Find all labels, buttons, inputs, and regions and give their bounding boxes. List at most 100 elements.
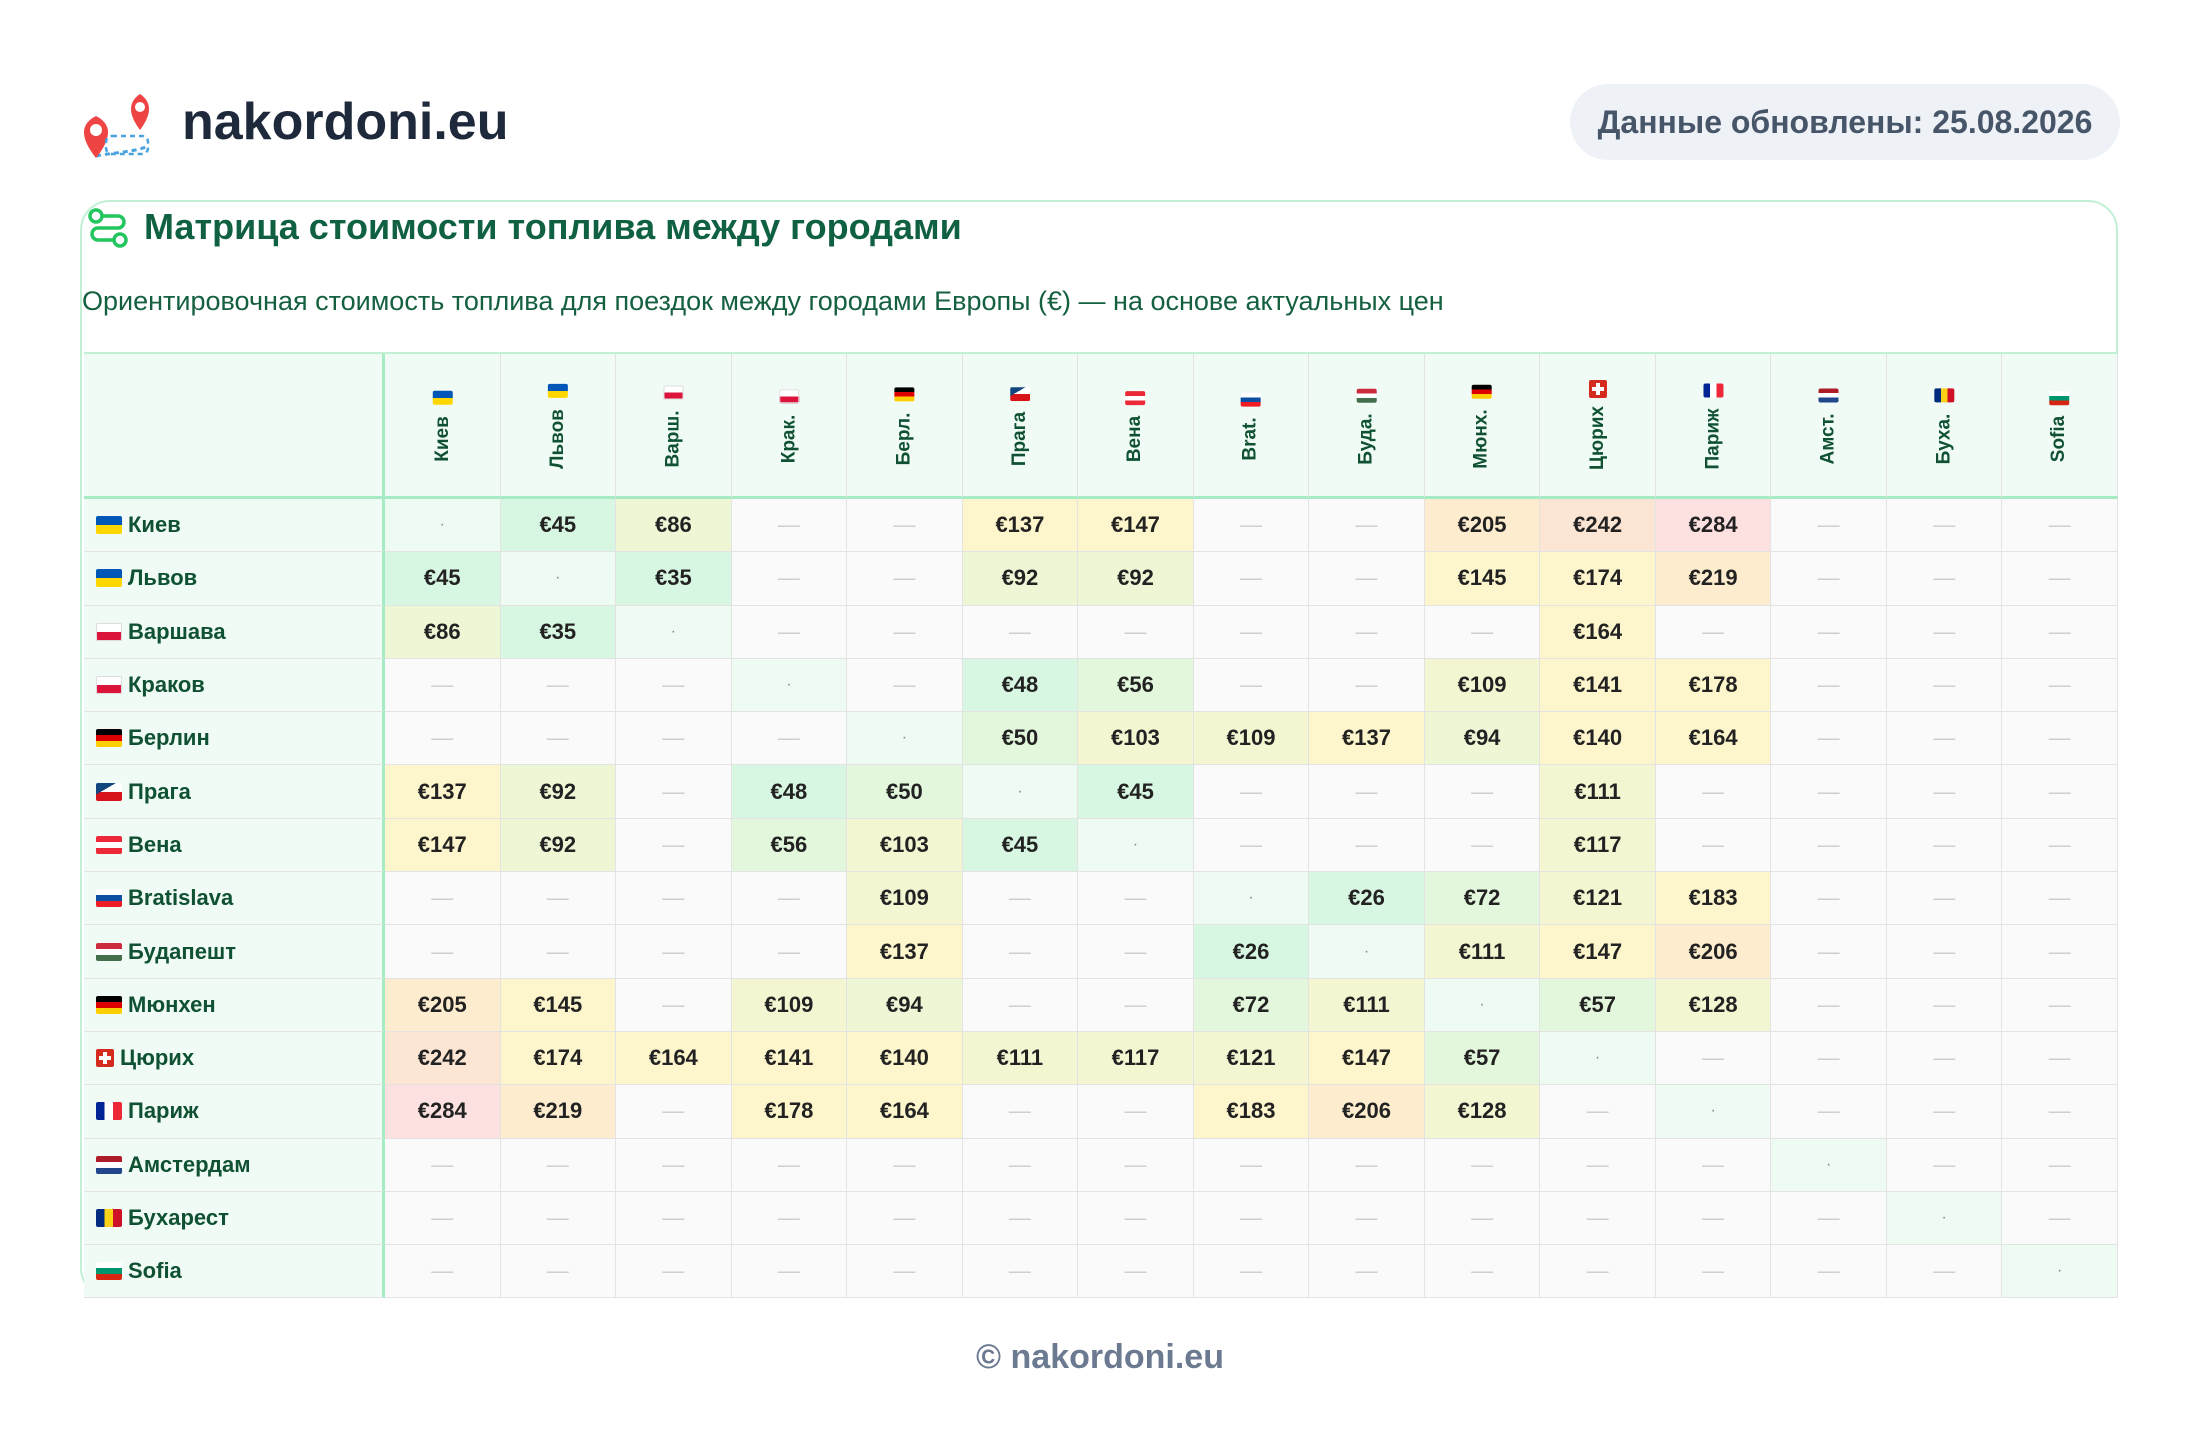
- row-header: Париж: [84, 1085, 385, 1139]
- matrix-cell: ·: [1424, 978, 1541, 1032]
- matrix-cell: —: [2002, 1138, 2118, 1192]
- matrix-cell: €145: [500, 978, 617, 1032]
- matrix-cell: —: [385, 712, 501, 766]
- flag-icon: [96, 1102, 122, 1121]
- matrix-cell: —: [1886, 1245, 2003, 1299]
- column-header: Буха.: [1886, 354, 2003, 499]
- matrix-cell: ·: [385, 499, 501, 553]
- matrix-cell: —: [1771, 1085, 1887, 1139]
- matrix-cell: —: [385, 872, 501, 926]
- matrix-cell: —: [1886, 499, 2003, 553]
- matrix-cell: €178: [731, 1085, 848, 1139]
- column-header-label: Мюнх.: [1471, 381, 1493, 469]
- matrix-cell: —: [1655, 1031, 1772, 1086]
- matrix-cell: €92: [962, 552, 1079, 606]
- matrix-cell: —: [1193, 658, 1310, 713]
- matrix-cell: —: [616, 818, 732, 873]
- matrix-card: Матрица стоимости топлива между городами…: [80, 200, 2118, 1299]
- flag-icon: [2049, 390, 2070, 405]
- matrix-cell: —: [847, 605, 963, 659]
- column-name: Крак.: [777, 414, 799, 464]
- matrix-cell: —: [1193, 818, 1310, 873]
- matrix-cell: €164: [1540, 605, 1656, 659]
- matrix-cell: —: [1886, 978, 2003, 1032]
- matrix-cell: —: [385, 658, 501, 713]
- column-name: Цюрих: [1586, 406, 1608, 470]
- matrix-cell: —: [616, 925, 732, 979]
- column-header-label: Прага: [1009, 384, 1031, 466]
- matrix-cell: —: [1309, 499, 1425, 553]
- row-header: Амстердам: [84, 1138, 385, 1192]
- column-header-label: Буха.: [1933, 386, 1955, 464]
- matrix-cell: —: [847, 552, 963, 606]
- matrix-cell: —: [1078, 872, 1194, 926]
- column-name: Brat.: [1239, 417, 1261, 461]
- column-header: Цюрих: [1540, 354, 1656, 499]
- row-header: Берлин: [84, 712, 385, 766]
- column-header: Вена: [1078, 354, 1194, 499]
- matrix-cell: —: [2002, 765, 2118, 819]
- matrix-cell: —: [1193, 1138, 1310, 1192]
- matrix-cell: —: [1655, 765, 1772, 819]
- site-name[interactable]: nakordoni.eu: [182, 93, 509, 151]
- column-header-label: Крак.: [777, 387, 800, 464]
- matrix-cell: —: [1771, 1031, 1887, 1086]
- matrix-cell: —: [1078, 1138, 1194, 1192]
- flag-icon: [1356, 388, 1377, 403]
- matrix-cell: —: [385, 1245, 501, 1299]
- matrix-cell: —: [1078, 605, 1194, 659]
- matrix-cell: —: [1078, 1191, 1194, 1246]
- column-name: Прага: [1008, 411, 1030, 467]
- matrix-cell: —: [847, 1191, 963, 1246]
- matrix-cell: —: [2002, 1085, 2118, 1139]
- row-name: Париж: [128, 1098, 199, 1124]
- matrix-cell: —: [1655, 1191, 1772, 1246]
- flag-icon: [1818, 388, 1839, 403]
- column-name: Львов: [546, 409, 568, 469]
- matrix-cell: €147: [1078, 499, 1194, 553]
- matrix-cell: —: [2002, 818, 2118, 873]
- matrix-cell: €141: [731, 1031, 848, 1086]
- row-name: Bratislava: [128, 885, 234, 911]
- matrix-cell: —: [962, 872, 1079, 926]
- matrix-cell: —: [2002, 1031, 2118, 1086]
- matrix-cell: —: [1771, 765, 1887, 819]
- matrix-cell: €128: [1424, 1085, 1541, 1139]
- column-header: Киев: [385, 354, 501, 499]
- matrix-cell: €45: [962, 818, 1079, 873]
- matrix-cell: —: [1424, 1191, 1541, 1246]
- column-header: Париж: [1655, 354, 1772, 499]
- matrix-cell: —: [385, 1138, 501, 1192]
- matrix-cell: €56: [731, 818, 848, 873]
- matrix-cell: €103: [847, 818, 963, 873]
- matrix-cell: —: [1424, 1245, 1541, 1299]
- matrix-cell: —: [1193, 499, 1310, 553]
- card-title: Матрица стоимости топлива между городами: [144, 206, 962, 247]
- matrix-cell: €92: [1078, 552, 1194, 606]
- matrix-cell: €111: [1309, 978, 1425, 1032]
- column-header-label: Вена: [1124, 388, 1146, 462]
- matrix-cell: —: [962, 1245, 1079, 1299]
- row-name: Варшава: [128, 618, 226, 644]
- column-header: Берл.: [847, 354, 963, 499]
- matrix-cell: —: [731, 1245, 848, 1299]
- matrix-cell: —: [847, 1245, 963, 1299]
- matrix-cell: —: [1771, 552, 1887, 606]
- matrix-cell: —: [616, 978, 732, 1032]
- matrix-cell: —: [1193, 765, 1310, 819]
- matrix-cell: €48: [731, 765, 848, 819]
- matrix-cell: —: [962, 925, 1079, 979]
- flag-icon: [96, 1209, 122, 1227]
- matrix-cell: —: [731, 925, 848, 979]
- matrix-cell: €141: [1540, 658, 1656, 713]
- matrix-cell: —: [500, 1191, 617, 1246]
- matrix-cell: —: [500, 872, 617, 926]
- column-header: Мюнх.: [1424, 354, 1541, 499]
- matrix-cell: —: [1886, 1138, 2003, 1192]
- matrix-cell: —: [500, 712, 617, 766]
- matrix-cell: —: [1424, 765, 1541, 819]
- matrix-cell: ·: [731, 658, 848, 713]
- flag-icon: [96, 1155, 122, 1174]
- matrix-cell: €164: [847, 1085, 963, 1139]
